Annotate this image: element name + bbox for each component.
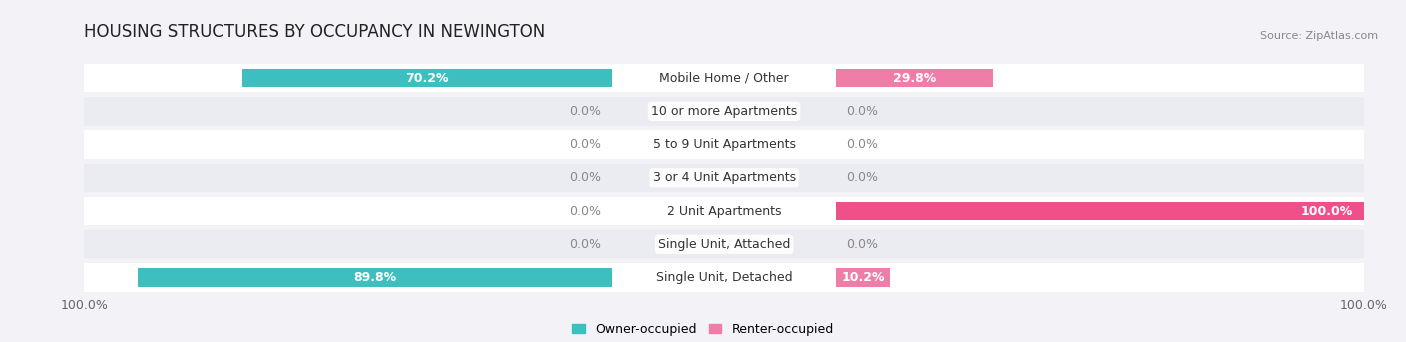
Bar xyxy=(837,64,1364,92)
Text: 2 Unit Apartments: 2 Unit Apartments xyxy=(666,205,782,218)
Bar xyxy=(84,131,612,159)
Text: 3 or 4 Unit Apartments: 3 or 4 Unit Apartments xyxy=(652,171,796,184)
Text: 70.2%: 70.2% xyxy=(405,72,449,85)
Bar xyxy=(612,230,837,259)
Text: 5 to 9 Unit Apartments: 5 to 9 Unit Apartments xyxy=(652,138,796,151)
Text: 10.2%: 10.2% xyxy=(841,271,884,284)
Bar xyxy=(612,263,837,292)
Bar xyxy=(84,230,612,259)
Text: 0.0%: 0.0% xyxy=(569,205,602,218)
Text: 89.8%: 89.8% xyxy=(353,271,396,284)
Text: 0.0%: 0.0% xyxy=(846,138,879,151)
Bar xyxy=(84,164,612,192)
Bar xyxy=(837,197,1364,225)
Legend: Owner-occupied, Renter-occupied: Owner-occupied, Renter-occupied xyxy=(572,323,834,336)
Text: 0.0%: 0.0% xyxy=(569,238,602,251)
Bar xyxy=(837,69,993,87)
Text: 0.0%: 0.0% xyxy=(569,171,602,184)
Text: 100.0%: 100.0% xyxy=(1301,205,1353,218)
Bar xyxy=(837,164,1364,192)
Bar xyxy=(837,263,1364,292)
Text: Single Unit, Attached: Single Unit, Attached xyxy=(658,238,790,251)
Bar xyxy=(242,69,612,87)
Bar xyxy=(138,268,612,287)
Text: 0.0%: 0.0% xyxy=(846,171,879,184)
Bar xyxy=(837,131,1364,159)
Bar xyxy=(84,263,612,292)
Bar xyxy=(837,230,1364,259)
Text: 29.8%: 29.8% xyxy=(893,72,936,85)
Bar xyxy=(612,131,837,159)
Text: 0.0%: 0.0% xyxy=(846,105,879,118)
Bar xyxy=(612,197,837,225)
Text: Source: ZipAtlas.com: Source: ZipAtlas.com xyxy=(1260,31,1378,41)
Bar xyxy=(612,164,837,192)
Text: 10 or more Apartments: 10 or more Apartments xyxy=(651,105,797,118)
Bar xyxy=(612,97,837,126)
Bar xyxy=(84,97,612,126)
Bar xyxy=(84,64,612,92)
Bar xyxy=(84,197,612,225)
Text: 0.0%: 0.0% xyxy=(569,138,602,151)
Bar xyxy=(837,268,890,287)
Text: 0.0%: 0.0% xyxy=(846,238,879,251)
Bar xyxy=(837,97,1364,126)
Text: Mobile Home / Other: Mobile Home / Other xyxy=(659,72,789,85)
Text: 0.0%: 0.0% xyxy=(569,105,602,118)
Text: Single Unit, Detached: Single Unit, Detached xyxy=(655,271,793,284)
Bar xyxy=(612,64,837,92)
Text: HOUSING STRUCTURES BY OCCUPANCY IN NEWINGTON: HOUSING STRUCTURES BY OCCUPANCY IN NEWIN… xyxy=(84,23,546,41)
Bar xyxy=(837,202,1364,220)
